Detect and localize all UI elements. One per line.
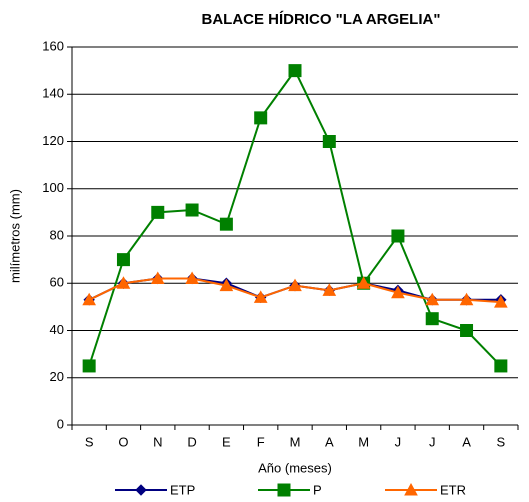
x-tick-label: A <box>325 434 334 449</box>
x-tick-label: S <box>85 434 94 449</box>
marker <box>288 64 302 78</box>
legend-label: ETP <box>170 482 195 497</box>
y-tick-label: 140 <box>42 86 64 101</box>
marker <box>391 229 405 243</box>
y-tick-label: 80 <box>50 227 64 242</box>
series-line <box>88 68 502 367</box>
marker <box>404 482 418 496</box>
legend-label: ETR <box>440 482 466 497</box>
marker <box>219 278 234 292</box>
x-tick-label: D <box>187 434 196 449</box>
marker <box>277 483 291 497</box>
marker <box>253 290 268 303</box>
x-axis-label: Año (meses) <box>258 460 332 475</box>
marker <box>219 217 233 231</box>
x-tick-label: O <box>118 434 128 449</box>
y-tick-label: 100 <box>42 180 64 195</box>
y-tick-label: 160 <box>42 38 64 53</box>
y-tick-label: 60 <box>50 275 64 290</box>
x-tick-label: J <box>429 434 436 449</box>
marker <box>135 484 147 496</box>
marker <box>150 271 165 285</box>
x-tick-label: F <box>257 434 265 449</box>
marker <box>459 292 474 306</box>
y-tick-label: 120 <box>42 133 64 148</box>
y-tick-label: 20 <box>50 369 64 384</box>
chart-title: BALACE HÍDRICO "LA ARGELIA" <box>202 11 441 28</box>
marker <box>391 285 405 299</box>
legend-label: P <box>313 482 322 497</box>
marker <box>185 271 199 285</box>
x-tick-label: M <box>290 434 301 449</box>
x-tick-label: M <box>358 434 369 449</box>
marker <box>185 203 199 217</box>
marker <box>82 292 96 306</box>
marker <box>116 253 130 267</box>
marker <box>82 359 96 373</box>
marker <box>288 278 302 292</box>
marker <box>494 359 508 373</box>
x-tick-label: N <box>153 434 162 449</box>
x-tick-label: J <box>395 434 402 449</box>
y-tick-label: 0 <box>57 416 64 431</box>
y-axis-label: milímetros (mm) <box>7 189 22 283</box>
marker <box>425 292 440 306</box>
marker <box>322 283 337 296</box>
x-tick-label: E <box>222 434 231 449</box>
marker <box>116 276 131 289</box>
x-tick-label: S <box>497 434 506 449</box>
marker <box>425 312 439 326</box>
marker <box>151 205 165 219</box>
marker <box>322 135 336 148</box>
marker <box>254 111 268 125</box>
marker <box>460 324 474 337</box>
x-tick-label: A <box>462 434 471 449</box>
marker <box>494 295 508 308</box>
marker <box>356 276 371 289</box>
y-tick-label: 40 <box>50 322 64 337</box>
